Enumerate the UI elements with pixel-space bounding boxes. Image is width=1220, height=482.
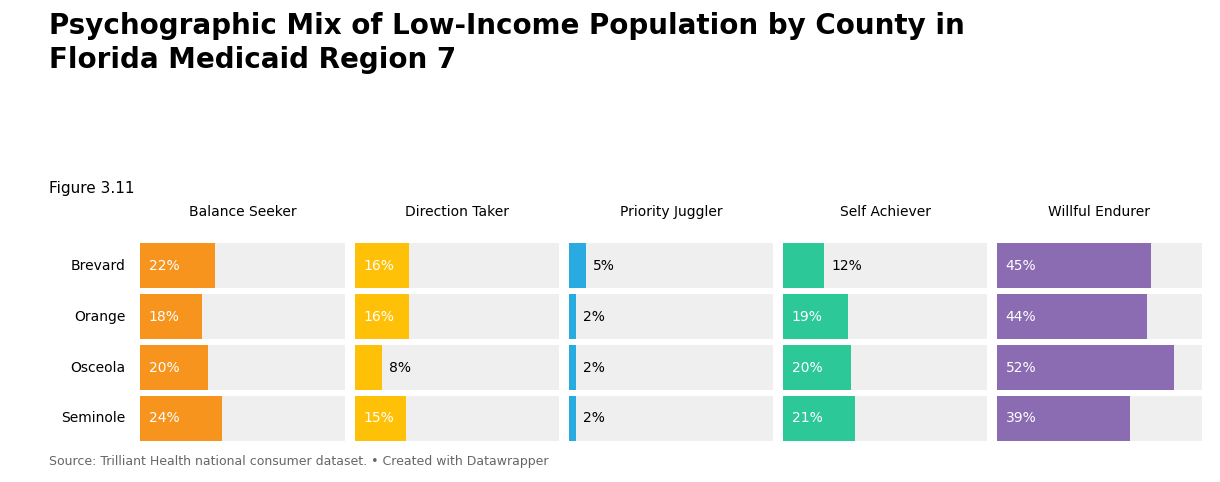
Text: Osceola: Osceola [71,361,126,375]
Text: 19%: 19% [792,310,822,324]
Text: Orange: Orange [74,310,126,324]
Text: 24%: 24% [149,412,179,426]
Text: Direction Taker: Direction Taker [405,205,509,219]
Text: 21%: 21% [792,412,822,426]
Text: Willful Endurer: Willful Endurer [1048,205,1150,219]
Text: 20%: 20% [149,361,179,375]
Text: Psychographic Mix of Low-Income Population by County in
Florida Medicaid Region : Psychographic Mix of Low-Income Populati… [49,12,965,74]
Text: 18%: 18% [149,310,179,324]
Text: Balance Seeker: Balance Seeker [189,205,296,219]
Text: 44%: 44% [1005,310,1037,324]
Text: 20%: 20% [792,361,822,375]
Text: Seminole: Seminole [61,412,126,426]
Text: 16%: 16% [364,259,394,273]
Text: 2%: 2% [583,412,605,426]
Text: 5%: 5% [593,259,615,273]
Text: 45%: 45% [1005,259,1037,273]
Text: 15%: 15% [364,412,394,426]
Text: 16%: 16% [364,310,394,324]
Text: Source: Trilliant Health national consumer dataset. • Created with Datawrapper: Source: Trilliant Health national consum… [49,455,548,468]
Text: 8%: 8% [389,361,411,375]
Text: Brevard: Brevard [71,259,126,273]
Text: 52%: 52% [1005,361,1037,375]
Text: 2%: 2% [583,361,605,375]
Text: 22%: 22% [149,259,179,273]
Text: Self Achiever: Self Achiever [839,205,931,219]
Text: 39%: 39% [1005,412,1037,426]
Text: Figure 3.11: Figure 3.11 [49,181,134,196]
Text: 12%: 12% [831,259,863,273]
Text: Priority Juggler: Priority Juggler [620,205,722,219]
Text: 2%: 2% [583,310,605,324]
